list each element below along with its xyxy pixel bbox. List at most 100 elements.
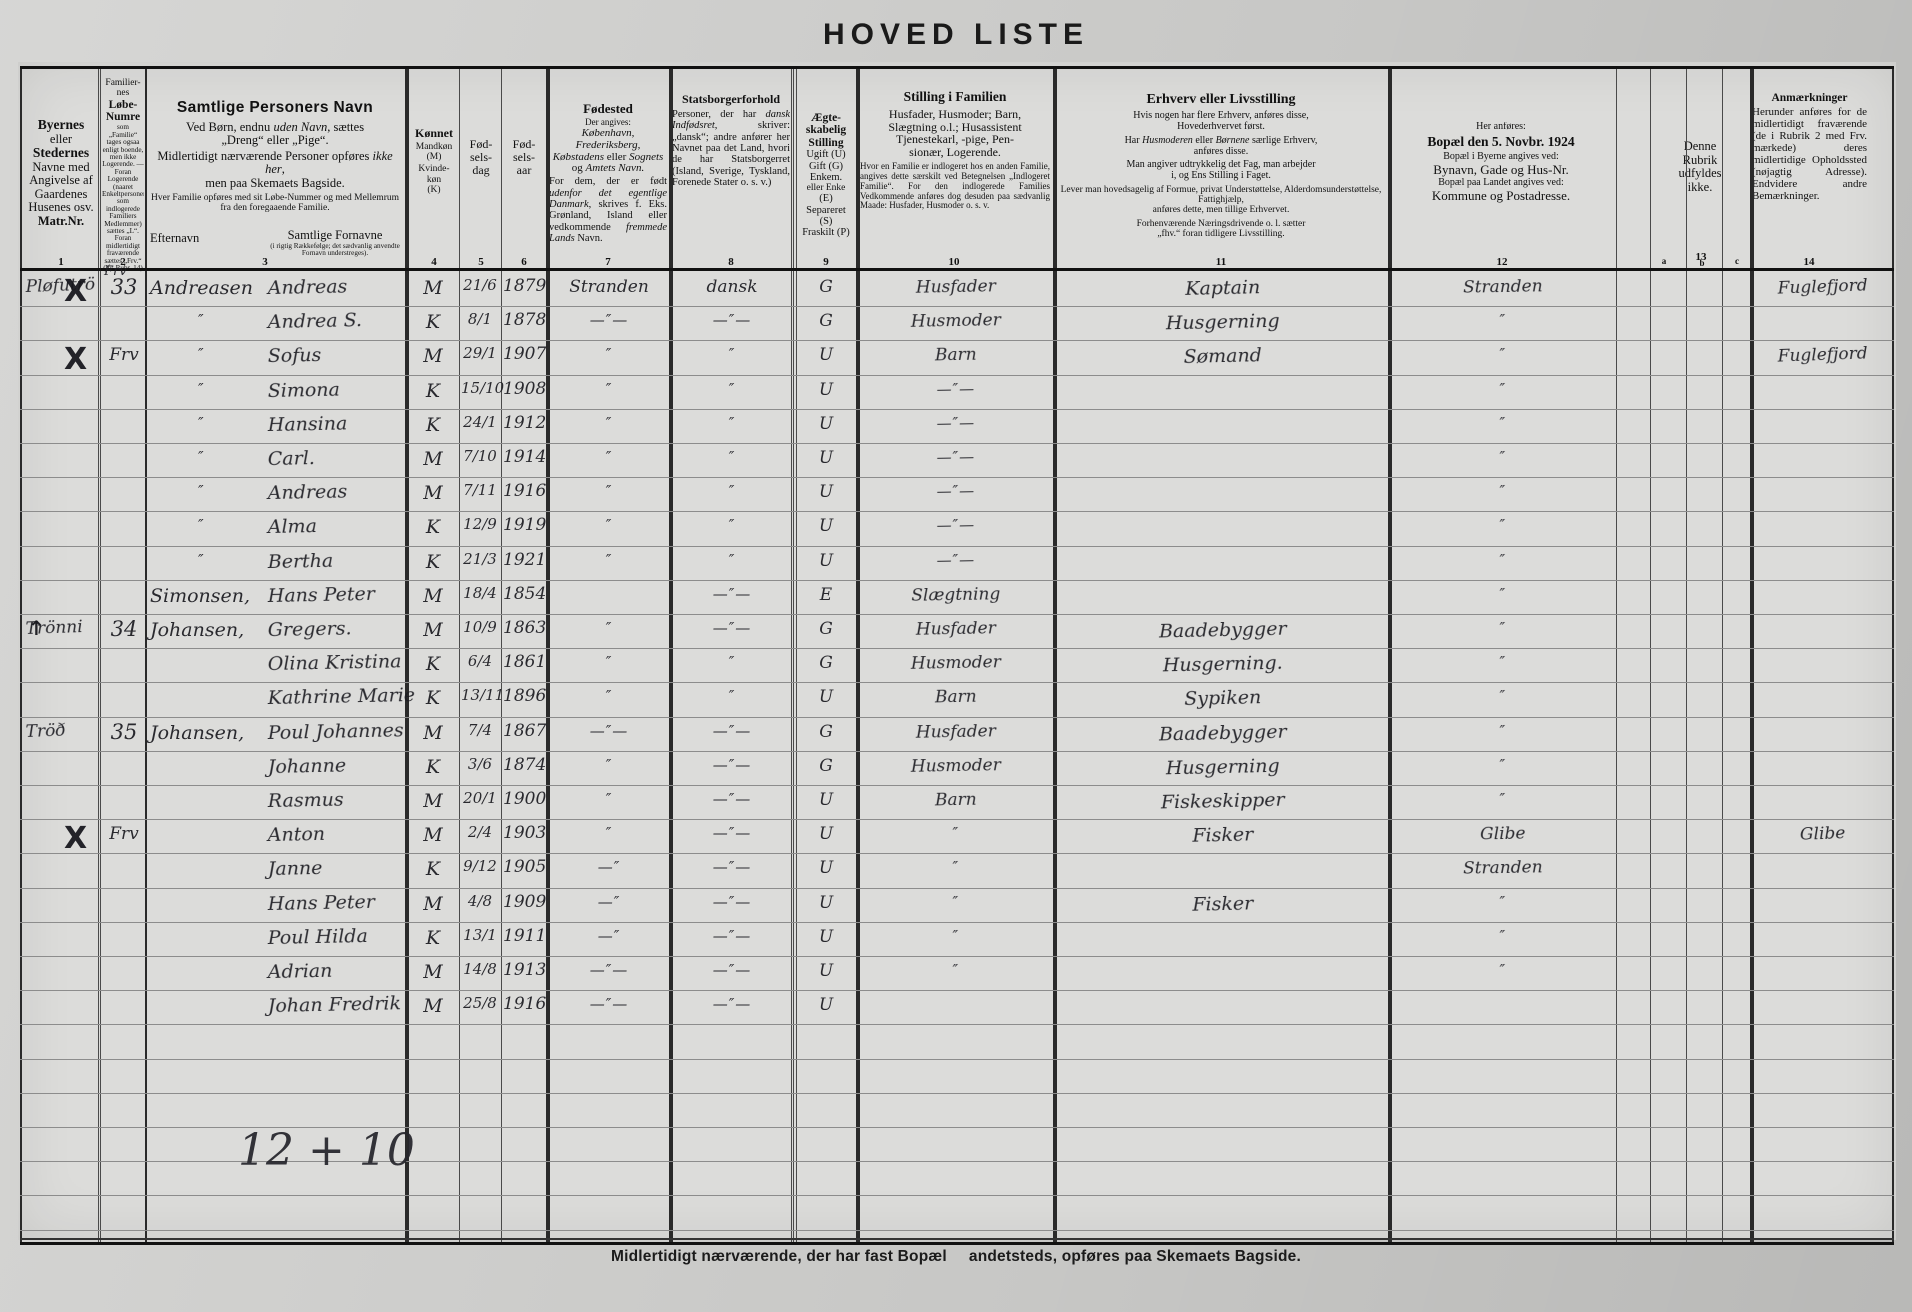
page-footer: Midlertidigt nærværende, der har fast Bo… [0, 1248, 1912, 1266]
cell-marital: G [819, 653, 833, 674]
cell-residence: ″ [1499, 413, 1507, 432]
colnum-13a: a [1661, 256, 1667, 266]
grid-hline [20, 751, 1894, 752]
cell-birthplace: ″ [605, 619, 613, 637]
cell-surname: Johansen, [150, 619, 245, 641]
cell-byear: 1914 [503, 447, 547, 467]
cell-firstname: Sofus [267, 344, 322, 368]
cell-byear: 1878 [503, 310, 547, 331]
cell-pos: Husfader [915, 720, 996, 743]
colnum-13: 13 [1695, 251, 1707, 263]
cell-citizen: —″— [712, 892, 752, 911]
cell-firstname: Hansina [267, 412, 348, 436]
grid-hline [20, 268, 1894, 271]
form-paper [18, 62, 1896, 1240]
grid-vline [791, 66, 792, 1242]
cell-bday: 20/1 [463, 789, 497, 807]
cell-bday: 13/1 [463, 925, 497, 944]
cell-marital: U [818, 824, 834, 845]
cell-pos: Husmoder [910, 310, 1001, 332]
cell-byear: 1861 [503, 652, 547, 673]
header-col-12: Her anføres: Bopæl den 5. Novbr. 1924 Bo… [1427, 122, 1575, 203]
cell-surname: ″ [198, 413, 205, 432]
colnum-7: 7 [605, 256, 611, 268]
cell-bday: 21/3 [463, 549, 497, 568]
cell-byear: 1879 [503, 276, 547, 296]
cell-birthplace: ″ [605, 379, 613, 398]
header-col-8: Statsborgerforhold Personer, der har dan… [672, 93, 790, 188]
grid-hline [20, 853, 1894, 854]
cell-residence: ″ [1499, 892, 1507, 911]
cell-sex: K [425, 379, 441, 402]
cell-pos: ″ [952, 960, 960, 980]
cell-surname: ″ [198, 345, 205, 364]
cell-residence: ″ [1499, 721, 1507, 740]
cell-pos: ″ [952, 824, 960, 843]
cell-citizen: ″ [728, 448, 736, 466]
cell-residence: ″ [1499, 379, 1507, 398]
cell-birthplace: ″ [605, 755, 613, 774]
cell-byear: 1912 [503, 412, 547, 433]
cell-pos: —″— [936, 447, 976, 467]
grid-vline [405, 66, 407, 1242]
grid-hline [20, 1238, 1894, 1240]
cell-pos: —″— [936, 379, 976, 398]
cell-citizen: ″ [728, 550, 736, 569]
cell-pos: —″— [936, 413, 976, 433]
cell-birthplace: ″ [605, 550, 613, 569]
cell-marital: U [818, 448, 834, 468]
cell-citizen: —″— [712, 790, 752, 808]
grid-hline [20, 1093, 1894, 1094]
grid-vline [1752, 66, 1754, 1242]
cell-firstname: Alma [267, 515, 318, 539]
cell-firstname: Poul Hilda [267, 924, 369, 949]
cell-residence: ″ [1499, 550, 1507, 569]
cell-pos: Slægtning [911, 584, 1001, 606]
cell-citizen: —″— [712, 926, 752, 945]
cell-bday: 2/4 [467, 823, 493, 842]
cell-birthplace: ″ [605, 653, 613, 672]
grid-hline [20, 682, 1894, 683]
cell-family: 33 [110, 275, 138, 299]
cell-bday: 7/4 [467, 720, 493, 739]
cell-pos: —″— [936, 481, 976, 501]
grid-hline [20, 1230, 1894, 1231]
grid-vline [1686, 66, 1687, 1242]
cell-firstname: Adrian [267, 959, 333, 983]
cell-citizen: —″— [712, 995, 752, 1014]
grid-hline [20, 1127, 1894, 1128]
grid-vline [548, 66, 550, 1242]
cell-marital: U [818, 961, 834, 981]
header-col-10: Stilling i Familien Husfader, Husmoder; … [860, 90, 1050, 211]
cell-bday: 4/8 [467, 891, 493, 910]
cell-marital: U [818, 550, 834, 571]
cell-marital: U [818, 345, 834, 366]
grid-vline [796, 66, 797, 1242]
grid-vline [546, 66, 548, 1242]
cell-family: Frv [109, 345, 139, 366]
cell-sex: K [425, 311, 441, 334]
colnum-11: 11 [1215, 256, 1227, 268]
cell-bday: 7/10 [463, 447, 497, 465]
cell-sex: M [423, 448, 443, 470]
grid-vline [501, 66, 502, 1242]
colnum-8: 8 [728, 256, 734, 268]
cell-bday: 14/8 [463, 960, 497, 978]
cell-surname: Andreasen [150, 277, 254, 299]
cell-byear: 1874 [503, 754, 547, 775]
cell-birthplace: ″ [605, 824, 613, 843]
grid-hline [20, 1161, 1894, 1162]
grid-vline [671, 66, 673, 1242]
cell-bday: 15/10 [461, 378, 505, 397]
header-col-6: Fød-sels-aar [512, 138, 536, 177]
cell-pos: Husmoder [910, 755, 1001, 777]
cell-bday: 29/1 [463, 344, 497, 363]
grid-hline [20, 1242, 1894, 1245]
cell-pos: Barn [934, 789, 977, 811]
grid-hline [20, 66, 1894, 69]
cell-sex: K [425, 516, 441, 539]
cell-surname: ″ [198, 311, 205, 330]
cell-surname: ″ [198, 550, 205, 569]
row-marker-x: X [64, 821, 88, 857]
cell-citizen: ″ [728, 687, 736, 706]
